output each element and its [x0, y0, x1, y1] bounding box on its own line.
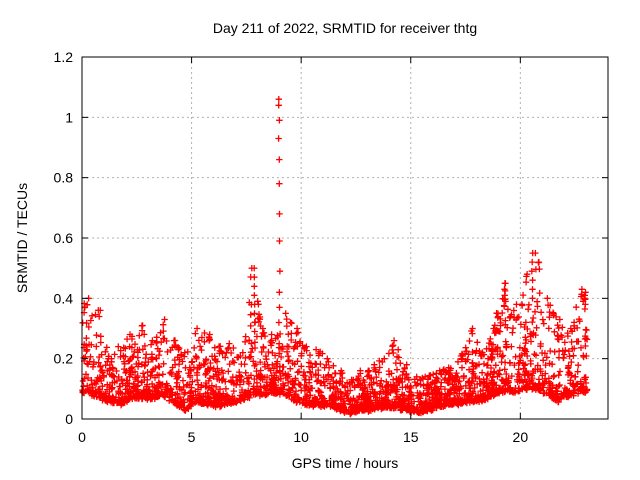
y-tick-label: 0.8 — [54, 170, 74, 186]
x-axis-label: GPS time / hours — [292, 455, 399, 471]
x-tick-label: 15 — [403, 429, 419, 445]
plot-border — [81, 56, 609, 420]
y-tick-label: 1 — [65, 109, 73, 125]
x-tick-label: 5 — [188, 429, 196, 445]
y-tick-label: 0.6 — [54, 230, 74, 246]
y-tick-label: 1.2 — [54, 49, 74, 65]
x-tick-label: 20 — [513, 429, 529, 445]
x-tick-label: 0 — [78, 429, 86, 445]
y-tick-label: 0.2 — [54, 351, 74, 367]
chart-title: Day 211 of 2022, SRMTID for receiver tht… — [213, 20, 477, 36]
y-axis-label: SRMTID / TECUs — [14, 183, 30, 293]
y-tick-label: 0.4 — [54, 290, 74, 306]
tick-labels: 0 5 10 15 20 0 0.2 0.4 0.6 0.8 1 1.2 — [54, 49, 529, 445]
grid-lines — [82, 57, 608, 419]
scatter-points — [79, 96, 591, 418]
axis-ticks — [81, 56, 608, 420]
x-tick-label: 10 — [293, 429, 309, 445]
y-tick-label: 0 — [65, 411, 73, 427]
